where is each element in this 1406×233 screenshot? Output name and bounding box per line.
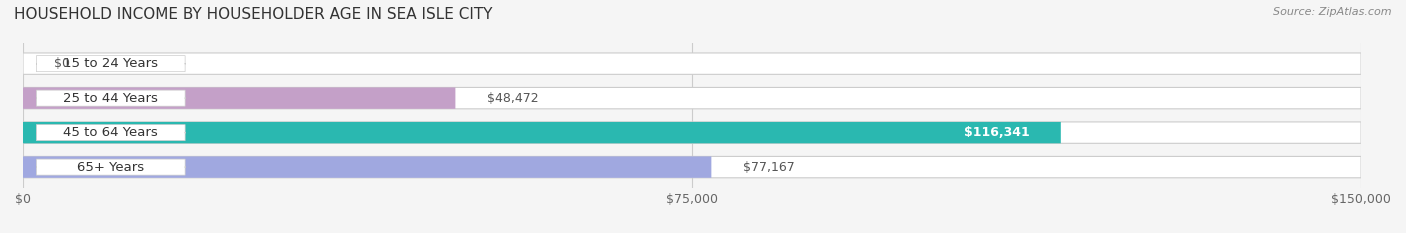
Text: $116,341: $116,341 [965, 126, 1029, 139]
Text: $0: $0 [55, 57, 70, 70]
FancyBboxPatch shape [37, 159, 186, 175]
Text: 45 to 64 Years: 45 to 64 Years [63, 126, 157, 139]
FancyBboxPatch shape [37, 125, 186, 141]
Text: Source: ZipAtlas.com: Source: ZipAtlas.com [1274, 7, 1392, 17]
FancyBboxPatch shape [22, 122, 1060, 143]
FancyBboxPatch shape [22, 53, 1361, 74]
Text: $77,167: $77,167 [742, 161, 794, 174]
FancyBboxPatch shape [37, 56, 186, 72]
Text: 25 to 44 Years: 25 to 44 Years [63, 92, 159, 105]
FancyBboxPatch shape [22, 156, 711, 178]
Text: 65+ Years: 65+ Years [77, 161, 145, 174]
FancyBboxPatch shape [22, 87, 456, 109]
Text: 15 to 24 Years: 15 to 24 Years [63, 57, 159, 70]
FancyBboxPatch shape [22, 87, 1361, 109]
FancyBboxPatch shape [22, 122, 1361, 143]
FancyBboxPatch shape [22, 156, 1361, 178]
FancyBboxPatch shape [37, 90, 186, 106]
Text: HOUSEHOLD INCOME BY HOUSEHOLDER AGE IN SEA ISLE CITY: HOUSEHOLD INCOME BY HOUSEHOLDER AGE IN S… [14, 7, 492, 22]
Text: $48,472: $48,472 [486, 92, 538, 105]
